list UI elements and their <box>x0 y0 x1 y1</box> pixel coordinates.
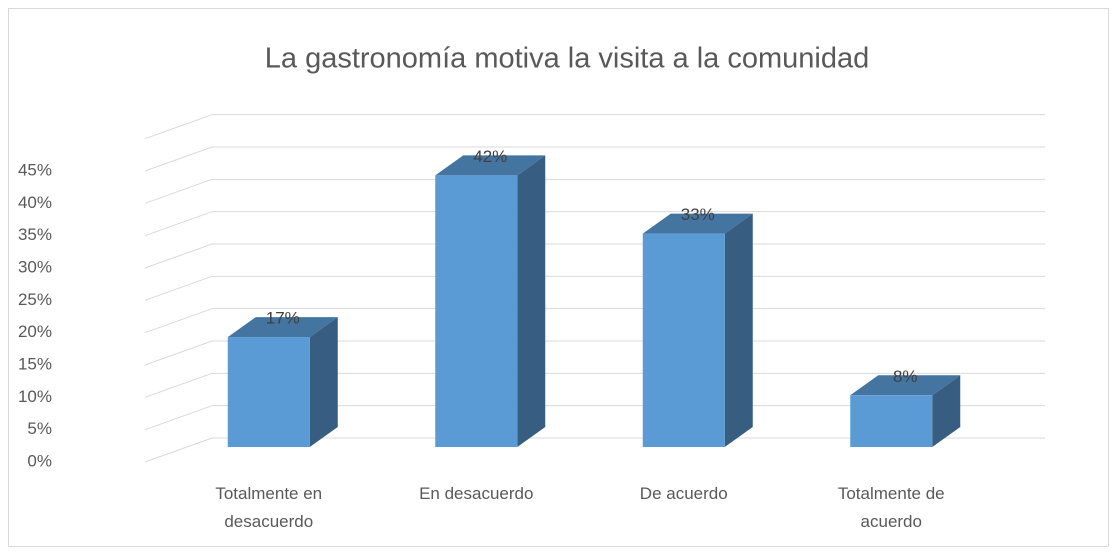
x-tick-label: Totalmente en desacuerdo <box>215 484 323 531</box>
grid-line <box>144 146 213 172</box>
y-tick-label: 30% <box>18 257 52 276</box>
bar-side <box>309 317 338 447</box>
grid-line <box>144 211 213 237</box>
y-tick-label: 10% <box>18 387 52 406</box>
data-label: 8% <box>893 367 918 386</box>
x-tick-label: De acuerdo <box>639 484 728 503</box>
y-tick-label: 20% <box>18 322 52 341</box>
y-tick-label: 45% <box>18 160 52 179</box>
grid-line <box>144 405 213 431</box>
bar-side <box>724 213 753 447</box>
x-tick-label: Totalmente de acuerdo <box>837 484 945 531</box>
grid-line <box>144 308 213 334</box>
y-tick-label: 15% <box>18 354 52 373</box>
grid-line <box>144 114 213 140</box>
grid-line <box>144 437 213 463</box>
y-tick-label: 40% <box>18 193 52 212</box>
grid-line <box>144 243 213 269</box>
grid-line <box>144 372 213 398</box>
data-label: 42% <box>473 147 507 166</box>
chart-frame <box>8 8 1109 547</box>
x-tick-label: En desacuerdo <box>419 484 534 503</box>
grid-line <box>144 275 213 301</box>
bar-top <box>642 213 753 234</box>
y-tick-label: 25% <box>18 290 52 309</box>
bar-top <box>435 155 546 176</box>
y-tick-label: 35% <box>18 225 52 244</box>
bar <box>850 395 933 447</box>
data-label: 17% <box>266 309 300 328</box>
grid-line <box>144 340 213 366</box>
bar <box>227 337 310 447</box>
bar-side <box>932 375 961 447</box>
bar <box>435 175 518 447</box>
chart-title: La gastronomía motiva la visita a la com… <box>265 43 869 75</box>
bar <box>642 233 725 447</box>
bar-side <box>517 155 546 447</box>
grid-line <box>144 178 213 204</box>
data-label: 33% <box>681 205 715 224</box>
y-tick-label: 0% <box>27 451 52 470</box>
bar-top <box>850 375 961 396</box>
y-tick-label: 5% <box>27 419 52 438</box>
bar-top <box>227 317 338 338</box>
